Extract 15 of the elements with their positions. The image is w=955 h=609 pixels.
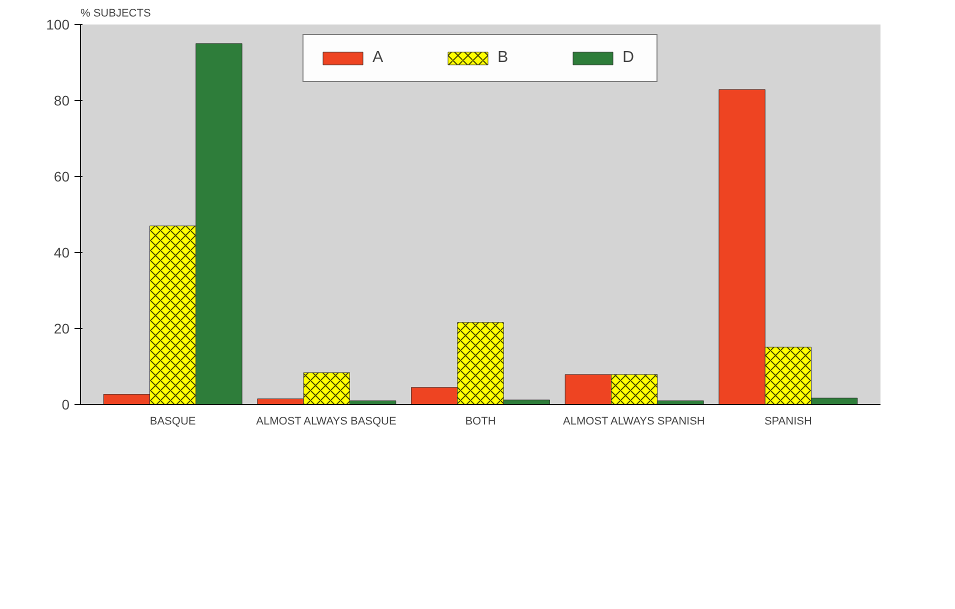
legend-label: D <box>622 49 636 67</box>
y-tick-label: 40 <box>54 244 70 260</box>
y-tick-label: 60 <box>54 168 70 184</box>
y-tick-label: 20 <box>54 320 70 336</box>
x-tick-label: BASQUE <box>150 416 196 428</box>
x-tick-label: ALMOST ALWAYS BASQUE <box>256 416 396 428</box>
y-axis-title: % SUBJECTS <box>80 8 151 20</box>
x-tick-label: ALMOST ALWAYS SPANISH <box>563 416 705 428</box>
legend-label: B <box>498 49 510 67</box>
x-tick-label: SPANISH <box>764 416 812 428</box>
x-tick-label: BOTH <box>465 416 496 428</box>
y-tick-label: 100 <box>46 16 70 32</box>
legend-label: A <box>372 49 384 67</box>
y-tick-label: 80 <box>54 92 70 108</box>
y-tick-label: 0 <box>62 396 70 412</box>
